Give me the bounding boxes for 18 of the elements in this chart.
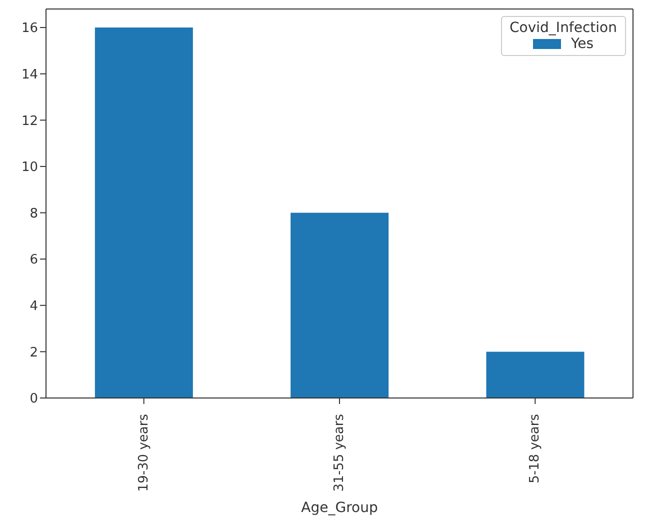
y-tick-label: 6: [30, 252, 38, 268]
x-tick-label: 19-30 years: [136, 414, 152, 492]
y-tick-label: 4: [30, 298, 38, 314]
y-tick-label: 14: [21, 67, 38, 82]
legend-title: Covid_Infection: [510, 20, 617, 36]
y-tick-label: 16: [21, 21, 38, 36]
x-tick-label: 31-55 years: [332, 414, 347, 492]
x-axis-title: Age_Group: [301, 500, 378, 516]
y-tick-label: 8: [30, 206, 38, 222]
y-tick-label: 2: [30, 345, 38, 360]
y-tick-label: 10: [21, 160, 38, 176]
legend-label: Yes: [570, 36, 594, 52]
bar: [486, 352, 584, 398]
x-tick-label: 5-18 years: [528, 414, 543, 484]
bar: [290, 212, 389, 398]
y-tick-label: 12: [21, 114, 38, 129]
y-tick-label: 0: [30, 392, 38, 407]
bar: [94, 28, 193, 398]
